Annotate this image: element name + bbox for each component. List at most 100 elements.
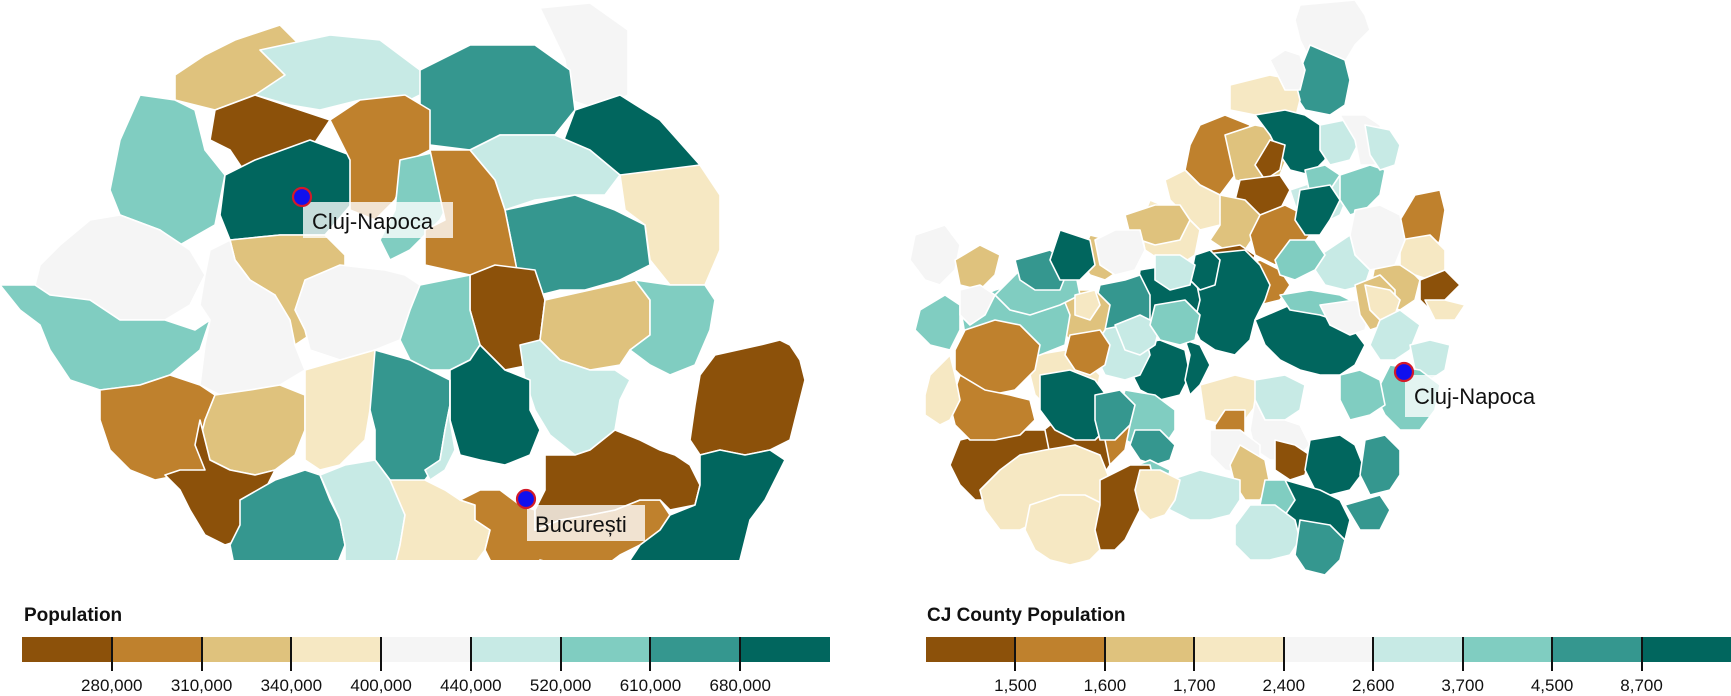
map-region[interactable] bbox=[0, 284, 211, 391]
legend-swatch bbox=[926, 637, 1016, 662]
legend-swatch bbox=[740, 637, 831, 662]
map-region[interactable] bbox=[949, 374, 1036, 441]
legend-tick-label: 610,000 bbox=[619, 676, 682, 695]
legend-tick-label: 4,500 bbox=[1530, 676, 1574, 695]
map-region[interactable] bbox=[1189, 249, 1221, 291]
map-region[interactable] bbox=[1339, 369, 1386, 421]
map-region[interactable] bbox=[1114, 314, 1161, 356]
legend-tick-mark bbox=[110, 637, 113, 671]
map-region[interactable] bbox=[1134, 469, 1181, 521]
map-region[interactable] bbox=[954, 319, 1041, 396]
city-label-background bbox=[527, 505, 645, 541]
city-dot[interactable] bbox=[1393, 361, 1415, 383]
map-region[interactable] bbox=[1094, 389, 1136, 441]
city-marker-cluj-napoca[interactable]: Cluj-Napoca bbox=[1393, 361, 1555, 417]
map-region[interactable] bbox=[954, 244, 1001, 291]
legend-tick-mark bbox=[1372, 637, 1375, 671]
map-region[interactable] bbox=[1304, 434, 1366, 496]
map-region[interactable] bbox=[1129, 429, 1176, 466]
map-region[interactable] bbox=[294, 264, 421, 361]
map-region[interactable] bbox=[389, 479, 491, 560]
legend-tick-mark bbox=[1193, 637, 1196, 671]
map-region[interactable] bbox=[1364, 124, 1401, 171]
legend-tick-mark bbox=[469, 637, 472, 671]
map-region[interactable] bbox=[959, 284, 996, 326]
legend-tick-mark bbox=[1551, 637, 1554, 671]
legend-swatch bbox=[111, 637, 202, 662]
legend-tick-label: 2,600 bbox=[1351, 676, 1395, 695]
map-region[interactable] bbox=[689, 339, 806, 456]
map-region[interactable] bbox=[229, 469, 346, 560]
legend-tick-mark bbox=[1103, 637, 1106, 671]
city-label: Cluj-Napoca bbox=[312, 209, 434, 234]
legend-tick-mark bbox=[1640, 637, 1643, 671]
city-dot[interactable] bbox=[291, 186, 313, 208]
map-region[interactable] bbox=[1154, 254, 1196, 291]
city-label: Cluj-Napoca bbox=[1414, 384, 1536, 409]
map-region[interactable] bbox=[1359, 434, 1401, 496]
map-region[interactable] bbox=[1024, 494, 1116, 566]
map-region[interactable] bbox=[1274, 439, 1311, 481]
map-region[interactable] bbox=[914, 294, 961, 351]
map-region[interactable] bbox=[1424, 299, 1466, 321]
map-region[interactable] bbox=[1234, 504, 1301, 561]
map-region[interactable] bbox=[1294, 184, 1341, 236]
map-region[interactable] bbox=[1274, 239, 1326, 281]
map-region[interactable] bbox=[1344, 494, 1391, 531]
legend-tick-mark bbox=[290, 637, 293, 671]
map-region[interactable] bbox=[1184, 339, 1211, 396]
map-region[interactable] bbox=[1149, 299, 1201, 346]
map-region[interactable] bbox=[1319, 299, 1371, 336]
city-label: București bbox=[535, 512, 627, 537]
legend-tick-label: 3,700 bbox=[1441, 676, 1484, 695]
legend-tick-label: 310,000 bbox=[170, 676, 233, 695]
legend-swatch bbox=[1641, 637, 1731, 662]
map-region[interactable] bbox=[1369, 309, 1421, 361]
map-region[interactable] bbox=[199, 384, 306, 476]
legend-tick-label: 1,500 bbox=[994, 676, 1037, 695]
legend-swatch bbox=[1194, 637, 1284, 662]
legend-swatch bbox=[1552, 637, 1642, 662]
legend-tick-mark bbox=[200, 637, 203, 671]
city-marker-cluj-napoca[interactable]: Cluj-Napoca bbox=[291, 186, 453, 238]
legend-tick-label: 340,000 bbox=[260, 676, 323, 695]
legend-swatch bbox=[1283, 637, 1374, 662]
legend-swatch bbox=[1015, 637, 1105, 662]
map-region[interactable] bbox=[1094, 229, 1146, 276]
cluj-county-map: Cluj-Napoca bbox=[909, 0, 1555, 576]
map-region[interactable] bbox=[1294, 519, 1346, 576]
map-region[interactable] bbox=[1074, 289, 1101, 321]
map-region[interactable] bbox=[1064, 329, 1111, 376]
legend-swatch bbox=[291, 637, 382, 662]
city-label-background bbox=[303, 202, 453, 238]
city-marker-bucuresti[interactable]: București bbox=[515, 488, 645, 541]
map-region[interactable] bbox=[1339, 164, 1386, 216]
map-region[interactable] bbox=[629, 279, 716, 376]
legend-tick-label: 8,700 bbox=[1620, 676, 1663, 695]
legend-swatch bbox=[1373, 637, 1463, 662]
legend-tick-mark bbox=[559, 637, 562, 671]
map-region[interactable] bbox=[304, 349, 376, 471]
legend-tick-mark bbox=[1014, 637, 1017, 671]
map-region[interactable] bbox=[1269, 49, 1306, 91]
legend-swatch bbox=[1104, 637, 1195, 662]
legend-tick-label: 2,400 bbox=[1262, 676, 1306, 695]
map-region[interactable] bbox=[924, 354, 961, 426]
legend-tick-label: 280,000 bbox=[81, 676, 143, 695]
legend-swatch bbox=[470, 637, 561, 662]
map-region[interactable] bbox=[629, 449, 786, 560]
city-dot[interactable] bbox=[515, 488, 537, 510]
romania-county-map: Cluj-Napoca București bbox=[0, 2, 806, 560]
map-region[interactable] bbox=[1164, 169, 1231, 231]
cluj-county-map-panel: Cluj-Napoca CJ County Population 1,500 1,… bbox=[900, 0, 1731, 695]
legend-tick-label: 400,000 bbox=[350, 676, 412, 695]
map-region[interactable] bbox=[909, 224, 961, 286]
map-region[interactable] bbox=[1049, 229, 1096, 281]
legend-tick-mark bbox=[1461, 637, 1464, 671]
map-region[interactable] bbox=[1254, 139, 1286, 181]
legend-swatch bbox=[1462, 637, 1553, 662]
map-region[interactable] bbox=[519, 339, 631, 456]
legend-swatch bbox=[650, 637, 741, 662]
map-region[interactable] bbox=[109, 94, 226, 246]
map-region[interactable] bbox=[424, 379, 456, 481]
